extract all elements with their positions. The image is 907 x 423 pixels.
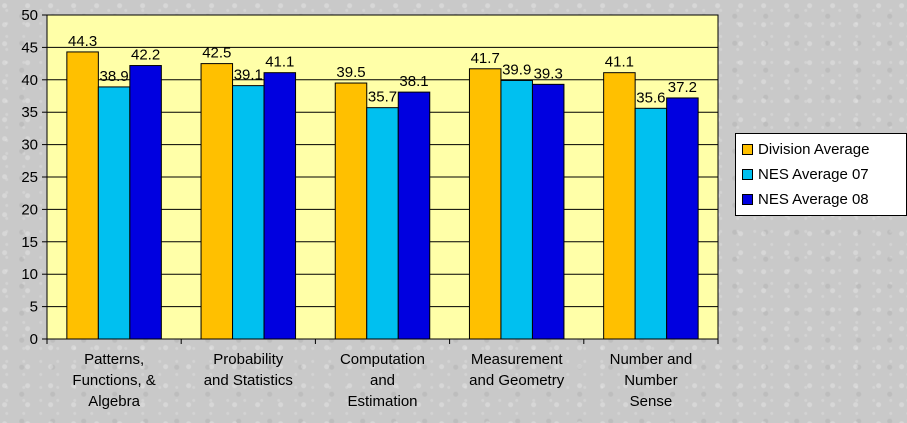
data-label: 42.5 (202, 45, 231, 62)
data-label: 35.6 (636, 89, 665, 106)
x-tick-label-line: Probability (213, 351, 284, 368)
legend-label: NES Average 08 (758, 191, 869, 208)
data-label: 38.1 (399, 73, 428, 90)
legend-swatch-nes-average-07 (742, 169, 753, 180)
y-tick-label: 20 (21, 201, 38, 218)
bar (97, 86, 131, 340)
y-axis-ticks: 0 5 10 15 20 25 30 35 40 45 50 (21, 7, 47, 348)
legend-label: NES Average 07 (758, 166, 869, 183)
y-tick-label: 45 (21, 39, 38, 56)
bar (634, 107, 668, 340)
x-tick-label-line: Sense (630, 393, 673, 410)
y-tick-label: 35 (21, 104, 38, 121)
legend-item-nes-average-07: NES Average 07 (742, 162, 906, 187)
x-tick-label-line: Number (624, 372, 677, 389)
x-tick-label-line: Number and (610, 351, 693, 368)
data-label: 42.2 (131, 47, 160, 64)
bar (334, 82, 368, 340)
data-label: 39.1 (234, 67, 263, 84)
bar (531, 83, 565, 340)
bar (500, 79, 533, 340)
legend-swatch-nes-average-08 (742, 194, 753, 205)
bar (263, 72, 297, 340)
x-tick-label-line: Estimation (347, 393, 417, 410)
x-tick-label-line: Algebra (88, 393, 140, 410)
data-label: 39.5 (336, 64, 365, 81)
x-tick-label-line: Measurement (471, 351, 564, 368)
y-tick-label: 5 (30, 299, 38, 316)
y-tick-label: 15 (21, 234, 38, 251)
x-axis-labels: Patterns, Functions, & Algebra Probability a… (72, 351, 692, 410)
data-label: 37.2 (668, 79, 697, 96)
data-labels: 44.338.942.2 42.539.141.139.535.738.141.7… (68, 33, 697, 106)
legend-swatch-division-average (742, 144, 753, 155)
x-tick-label: Number and Number Sense (610, 351, 693, 410)
y-tick-label: 50 (21, 7, 38, 24)
bar (397, 91, 431, 340)
bar (200, 63, 234, 340)
data-label: 39.3 (534, 65, 563, 82)
y-tick-label: 30 (21, 137, 38, 154)
x-tick-label-line: Functions, & (72, 372, 155, 389)
y-tick-label: 0 (30, 331, 38, 348)
legend: Division Average NES Average 07 NES Aver… (735, 133, 907, 216)
data-label: 44.3 (68, 33, 97, 50)
x-tick-label-line: and Statistics (204, 372, 293, 389)
data-label: 41.7 (471, 50, 500, 67)
data-label: 38.9 (99, 68, 128, 85)
legend-item-nes-average-08: NES Average 08 (742, 187, 906, 212)
y-tick-label: 25 (21, 169, 38, 186)
x-tick-label-line: and (370, 372, 395, 389)
legend-item-division-average: Division Average (742, 137, 906, 162)
bar (129, 65, 162, 340)
bar (232, 85, 265, 340)
bar (66, 51, 99, 340)
x-tick-label: Computation and Estimation (340, 351, 425, 410)
x-tick-label-line: Computation (340, 351, 425, 368)
data-label: 35.7 (368, 89, 397, 106)
x-tick-label: Patterns, Functions, & Algebra (72, 351, 155, 410)
y-tick-label: 10 (21, 266, 38, 283)
x-tick-label-line: and Geometry (469, 372, 565, 389)
bar (366, 107, 399, 340)
legend-label: Division Average (758, 141, 870, 158)
data-label: 41.1 (265, 54, 294, 71)
y-tick-label: 40 (21, 72, 38, 89)
bar (468, 68, 502, 340)
bar (603, 72, 636, 340)
x-tick-label: Probability and Statistics (204, 351, 293, 389)
x-tick-label-line: Patterns, (84, 351, 144, 368)
bar (666, 97, 699, 340)
x-tick-label: Measurement and Geometry (469, 351, 565, 389)
data-label: 39.9 (502, 61, 531, 78)
data-label: 41.1 (605, 54, 634, 71)
